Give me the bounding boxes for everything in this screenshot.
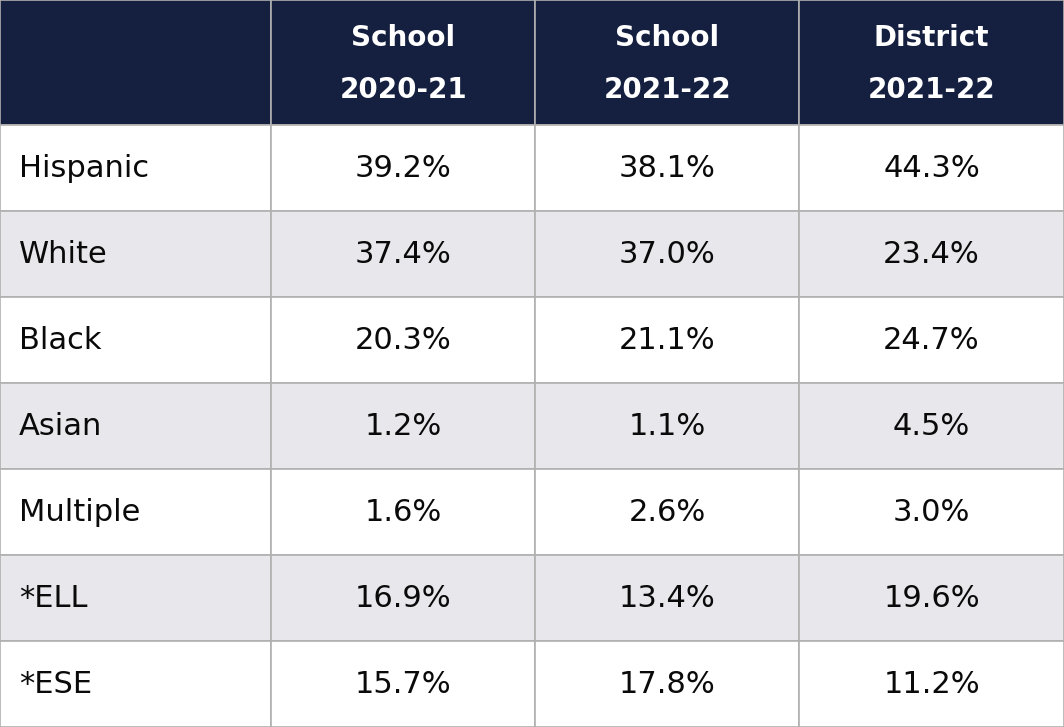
Bar	[799, 297, 1064, 383]
Bar	[799, 383, 1064, 469]
Bar	[799, 0, 1064, 125]
Bar	[271, 555, 535, 641]
Text: 19.6%: 19.6%	[883, 584, 980, 613]
Text: *ESE: *ESE	[19, 670, 93, 699]
Text: 16.9%: 16.9%	[355, 584, 451, 613]
Bar	[271, 211, 535, 297]
Text: 1.2%: 1.2%	[365, 411, 442, 441]
Text: 20.3%: 20.3%	[355, 326, 451, 355]
Text: 21.1%: 21.1%	[619, 326, 715, 355]
Text: 15.7%: 15.7%	[355, 670, 451, 699]
Text: *ELL: *ELL	[19, 584, 87, 613]
Text: 2.6%: 2.6%	[629, 497, 705, 526]
Text: 2020-21: 2020-21	[339, 76, 467, 104]
Text: Multiple: Multiple	[19, 497, 140, 526]
Bar	[535, 469, 799, 555]
Text: 23.4%: 23.4%	[883, 239, 980, 268]
Text: School: School	[615, 23, 719, 52]
Text: School: School	[351, 23, 455, 52]
Bar	[271, 641, 535, 727]
Text: 13.4%: 13.4%	[619, 584, 715, 613]
Bar	[535, 125, 799, 211]
Bar	[0, 297, 271, 383]
Bar	[799, 469, 1064, 555]
Bar	[0, 125, 271, 211]
Text: 37.0%: 37.0%	[619, 239, 715, 268]
Bar	[271, 469, 535, 555]
Bar	[535, 383, 799, 469]
Bar	[799, 211, 1064, 297]
Text: Hispanic: Hispanic	[19, 153, 149, 182]
Bar	[0, 555, 271, 641]
Text: 11.2%: 11.2%	[883, 670, 980, 699]
Bar	[0, 0, 271, 125]
Text: 1.1%: 1.1%	[629, 411, 705, 441]
Bar	[0, 469, 271, 555]
Bar	[535, 211, 799, 297]
Text: 37.4%: 37.4%	[355, 239, 451, 268]
Bar	[271, 125, 535, 211]
Text: White: White	[19, 239, 107, 268]
Bar	[799, 125, 1064, 211]
Text: 3.0%: 3.0%	[893, 497, 970, 526]
Bar	[0, 211, 271, 297]
Text: 4.5%: 4.5%	[893, 411, 970, 441]
Text: 38.1%: 38.1%	[618, 153, 716, 182]
Text: 17.8%: 17.8%	[619, 670, 715, 699]
Bar	[0, 383, 271, 469]
Text: District: District	[874, 23, 990, 52]
Text: Black: Black	[19, 326, 102, 355]
Text: 2021-22: 2021-22	[603, 76, 731, 104]
Bar	[535, 555, 799, 641]
Text: 2021-22: 2021-22	[868, 76, 995, 104]
Bar	[271, 0, 535, 125]
Bar	[271, 297, 535, 383]
Text: 44.3%: 44.3%	[883, 153, 980, 182]
Bar	[271, 383, 535, 469]
Text: Asian: Asian	[19, 411, 102, 441]
Bar	[535, 297, 799, 383]
Bar	[799, 555, 1064, 641]
Bar	[535, 0, 799, 125]
Text: 1.6%: 1.6%	[365, 497, 442, 526]
Bar	[0, 641, 271, 727]
Text: 39.2%: 39.2%	[355, 153, 451, 182]
Bar	[799, 641, 1064, 727]
Text: 24.7%: 24.7%	[883, 326, 980, 355]
Bar	[535, 641, 799, 727]
